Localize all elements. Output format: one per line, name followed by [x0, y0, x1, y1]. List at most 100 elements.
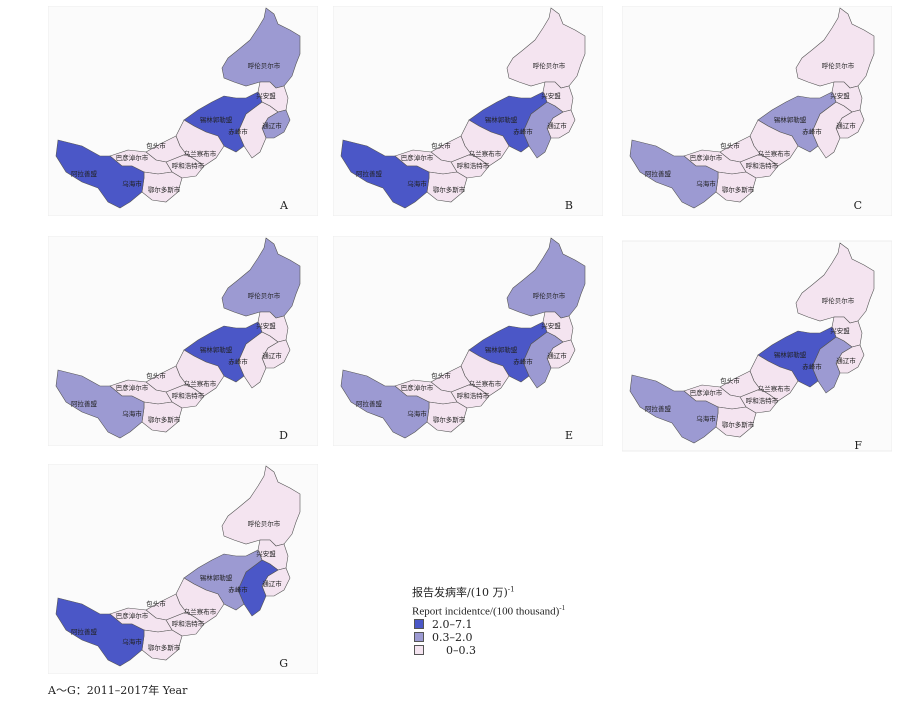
region-label-xilingol: 锡林郭勒盟	[485, 345, 518, 354]
legend-title-cn: 报告发病率/(10 万)-1	[412, 585, 515, 599]
region-label-baotou: 包头市	[146, 371, 166, 380]
region-label-ulanqab: 乌兰察布市	[758, 384, 791, 393]
panel-letter: D	[279, 429, 288, 442]
footnote: A～G：2011–2017年 Year	[48, 684, 188, 697]
region-label-tongliao: 通辽市	[262, 121, 282, 130]
region-label-baotou: 包头市	[720, 141, 740, 150]
region-label-baotou: 包头市	[146, 599, 166, 608]
region-alxa	[55, 597, 145, 667]
panel-letter: G	[279, 657, 288, 670]
region-label-alxa: 阿拉善盟	[71, 399, 98, 408]
region-label-chifeng: 赤峰市	[513, 357, 533, 366]
region-alxa	[340, 369, 430, 439]
panel-letter: C	[853, 199, 862, 212]
region-label-chifeng: 赤峰市	[802, 127, 822, 136]
legend-label: 0–0.3	[446, 643, 476, 657]
map-panel-b: 呼伦贝尔市 兴安盟 通辽市 赤峰市 锡林郭勒盟 乌兰察布市 呼和浩特市 包头市 巴彦淖尔市 乌海市…	[333, 6, 603, 216]
region-label-chifeng: 赤峰市	[802, 362, 822, 371]
map-panel-c: 呼伦贝尔市 兴安盟 通辽市 赤峰市 锡林郭勒盟 乌兰察布市 呼和浩特市 包头市 巴彦淖尔市 乌海市…	[622, 6, 892, 216]
region-label-hohhot: 呼和浩特市	[172, 391, 205, 400]
region-label-bayannur: 巴彦淖尔市	[116, 383, 149, 392]
region-label-ordos: 鄂尔多斯市	[433, 415, 466, 424]
region-label-bayannur: 巴彦淖尔市	[690, 153, 723, 162]
region-label-wuhai: 乌海市	[122, 179, 142, 188]
region-label-hohhot: 呼和浩特市	[746, 161, 779, 170]
region-label-hulunbuir: 呼伦贝尔市	[533, 61, 566, 70]
map-panel-f: 呼伦贝尔市 兴安盟 通辽市 赤峰市 锡林郭勒盟 乌兰察布市 呼和浩特市 包头市 巴彦淖尔市 乌海市…	[622, 236, 892, 456]
region-label-xilingol: 锡林郭勒盟	[200, 345, 233, 354]
region-label-alxa: 阿拉善盟	[645, 169, 672, 178]
region-label-bayannur: 巴彦淖尔市	[116, 611, 149, 620]
region-alxa	[629, 374, 719, 444]
map-panel-a: 呼伦贝尔市 兴安盟 通辽市 赤峰市 锡林郭勒盟 乌兰察布市 呼和浩特市 包头市 巴彦淖尔市 乌海市…	[48, 6, 318, 216]
region-label-ulanqab: 乌兰察布市	[184, 149, 217, 158]
region-label-alxa: 阿拉善盟	[71, 169, 98, 178]
region-label-hohhot: 呼和浩特市	[172, 619, 205, 628]
region-label-hohhot: 呼和浩特市	[172, 161, 205, 170]
region-label-ulanqab: 乌兰察布市	[184, 607, 217, 616]
region-label-ordos: 鄂尔多斯市	[148, 415, 181, 424]
region-label-xilingol: 锡林郭勒盟	[774, 115, 807, 124]
region-label-bayannur: 巴彦淖尔市	[690, 388, 723, 397]
region-label-xingan: 兴安盟	[830, 91, 850, 100]
region-label-xingan: 兴安盟	[256, 91, 276, 100]
region-label-wuhai: 乌海市	[122, 409, 142, 418]
region-label-tongliao: 通辽市	[262, 579, 282, 588]
legend-entry-mid: 0.3–2.0	[414, 631, 565, 644]
panel-letter: F	[854, 439, 862, 452]
region-label-chifeng: 赤峰市	[228, 357, 248, 366]
region-label-wuhai: 乌海市	[696, 179, 716, 188]
region-label-ulanqab: 乌兰察布市	[469, 149, 502, 158]
region-label-xingan: 兴安盟	[256, 549, 276, 558]
legend-label: 2.0–7.1	[432, 617, 473, 631]
region-alxa	[55, 139, 145, 209]
legend-swatch	[414, 645, 424, 656]
region-label-xingan: 兴安盟	[541, 91, 561, 100]
panel-letter: B	[564, 199, 573, 212]
region-label-alxa: 阿拉善盟	[71, 627, 98, 636]
region-label-hulunbuir: 呼伦贝尔市	[822, 61, 855, 70]
region-label-baotou: 包头市	[720, 376, 740, 385]
panel-letter: A	[280, 199, 288, 212]
region-label-hulunbuir: 呼伦贝尔市	[822, 296, 855, 305]
legend-swatch	[414, 619, 424, 630]
region-label-ordos: 鄂尔多斯市	[433, 185, 466, 194]
region-label-bayannur: 巴彦淖尔市	[401, 383, 434, 392]
region-label-ordos: 鄂尔多斯市	[148, 185, 181, 194]
region-label-tongliao: 通辽市	[262, 351, 282, 360]
map-panel-g: 呼伦贝尔市 兴安盟 通辽市 赤峰市 锡林郭勒盟 乌兰察布市 呼和浩特市 包头市 巴彦淖尔市 乌海市…	[48, 464, 318, 674]
region-label-hulunbuir: 呼伦贝尔市	[248, 519, 281, 528]
region-label-ordos: 鄂尔多斯市	[722, 420, 755, 429]
region-label-baotou: 包头市	[431, 141, 451, 150]
region-label-tongliao: 通辽市	[836, 356, 856, 365]
legend-swatch	[414, 632, 424, 643]
region-label-wuhai: 乌海市	[122, 637, 142, 646]
region-alxa	[55, 369, 145, 439]
map-legend: 报告发病率/(10 万)-1 Report incidentce/(100 th…	[412, 584, 565, 657]
region-label-xilingol: 锡林郭勒盟	[200, 115, 233, 124]
region-label-alxa: 阿拉善盟	[356, 169, 383, 178]
region-label-hulunbuir: 呼伦贝尔市	[248, 291, 281, 300]
region-label-wuhai: 乌海市	[407, 409, 427, 418]
panel-letter: E	[564, 429, 573, 442]
region-label-hohhot: 呼和浩特市	[457, 161, 490, 170]
region-label-xingan: 兴安盟	[830, 326, 850, 335]
region-label-hulunbuir: 呼伦贝尔市	[533, 291, 566, 300]
region-label-ulanqab: 乌兰察布市	[184, 379, 217, 388]
region-label-xilingol: 锡林郭勒盟	[200, 573, 233, 582]
region-label-bayannur: 巴彦淖尔市	[116, 153, 149, 162]
region-label-wuhai: 乌海市	[407, 179, 427, 188]
map-panel-e: 呼伦贝尔市 兴安盟 通辽市 赤峰市 锡林郭勒盟 乌兰察布市 呼和浩特市 包头市 巴彦淖尔市 乌海市…	[333, 236, 603, 446]
region-label-xingan: 兴安盟	[256, 321, 276, 330]
region-label-chifeng: 赤峰市	[513, 127, 533, 136]
region-label-wuhai: 乌海市	[696, 414, 716, 423]
region-label-tongliao: 通辽市	[547, 351, 567, 360]
region-label-ordos: 鄂尔多斯市	[722, 185, 755, 194]
legend-label: 0.3–2.0	[432, 630, 473, 644]
